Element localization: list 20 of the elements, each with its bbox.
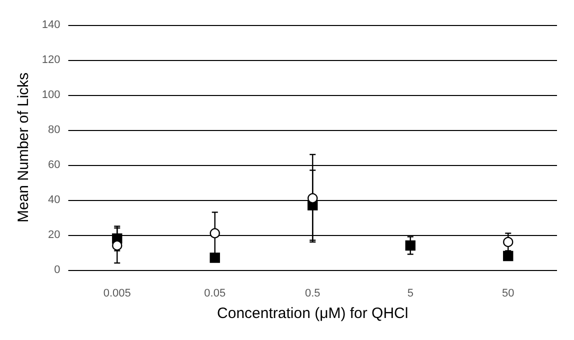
point [503,236,514,248]
y-tick-label: 20 [48,229,60,241]
y-tick-label: 40 [48,194,60,206]
point [210,228,220,238]
x-tick-label: 0.005 [103,288,131,300]
point [210,252,220,263]
y-tick-label: 140 [42,19,60,31]
point [405,240,416,251]
x-axis-title: Concentration (μM) for QHCl [217,305,408,322]
y-tick-label: 60 [48,159,60,171]
y-tick-label: 80 [48,124,60,136]
y-tick-label: 0 [54,264,60,276]
x-tick-label: 5 [407,288,414,300]
x-tick-label: 0.5 [304,288,320,300]
x-tick-label: 50 [502,288,514,300]
x-tick-label: 0.05 [204,288,226,300]
point [308,193,318,204]
y-axis-title: Mean Number of Licks [15,72,32,223]
y-tick-label: 120 [42,54,60,66]
y-tick-label: 100 [42,89,60,101]
